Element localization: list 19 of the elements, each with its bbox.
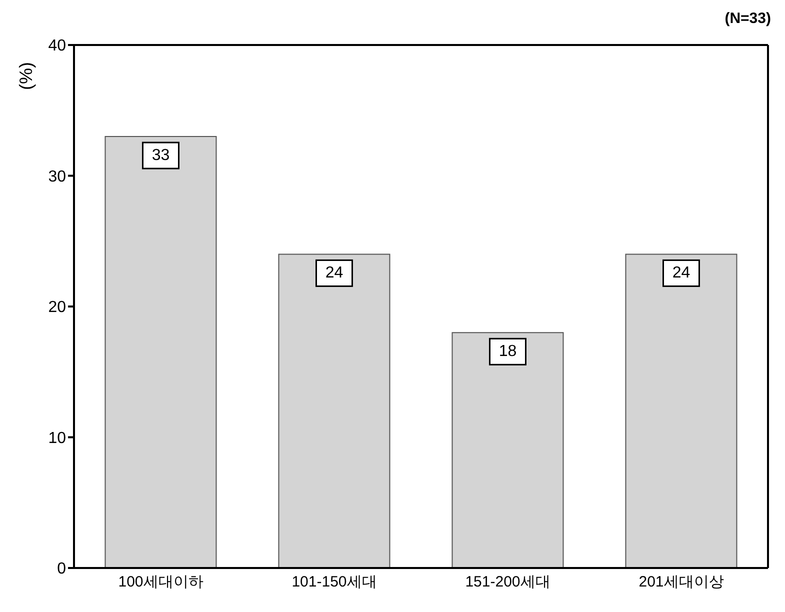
text: (N=33) (724, 10, 771, 27)
y-tick-label: 0 (57, 560, 66, 578)
data-label: 18 (498, 343, 517, 360)
bar (104, 136, 217, 568)
y-tick-label: 40 (48, 38, 66, 55)
y-tick-label: 20 (48, 299, 66, 316)
y-tick-label: 30 (48, 168, 66, 186)
x-tick-label: 101-150세대 (292, 574, 377, 591)
y-tick-label: 10 (48, 430, 66, 447)
data-label: 24 (672, 264, 690, 282)
x-tick-label: 100세대이하 (118, 574, 204, 591)
x-tick-label: 151-200세대 (465, 574, 550, 591)
x-tick-label: 201세대이상 (638, 574, 724, 591)
y-axis-title: (%) (16, 61, 37, 90)
bar (278, 254, 390, 568)
data-label: 33 (152, 147, 170, 164)
data-label: 24 (325, 264, 344, 282)
bar (452, 332, 564, 568)
bar (625, 254, 738, 568)
